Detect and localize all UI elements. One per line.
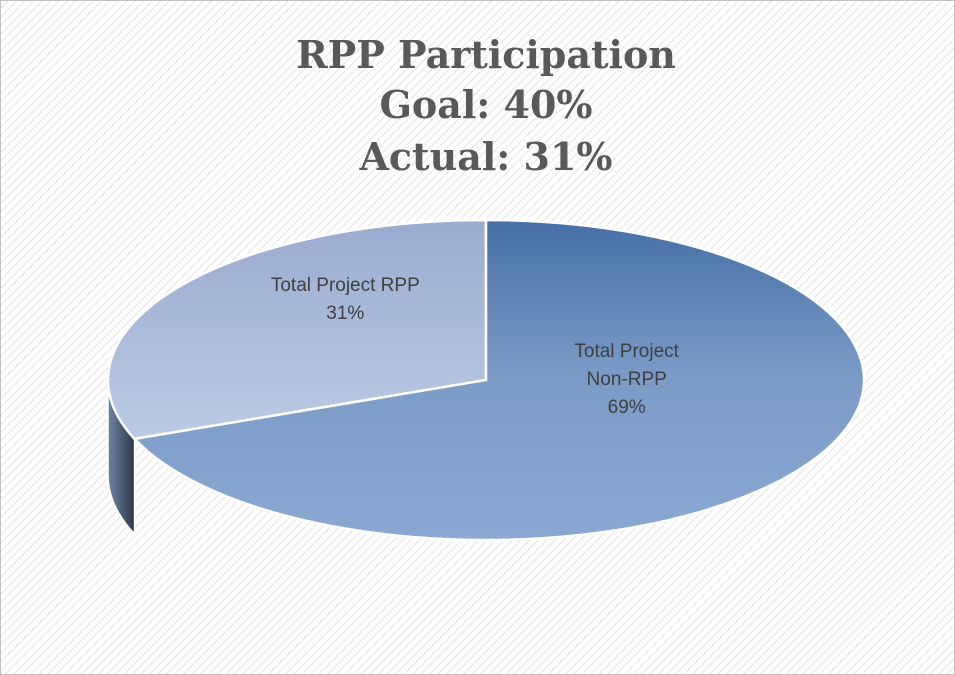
slice: [106, 218, 488, 441]
data-label: Total Project RPP 31%: [255, 272, 435, 328]
value-label: 31%: [326, 302, 365, 324]
category-label: Total Project RPP: [270, 274, 420, 296]
data-label: Total Project Non-RPP 69%: [562, 338, 692, 422]
value-label: 69%: [607, 397, 646, 419]
chart-title: Actual: 31%: [358, 134, 612, 179]
chart-title: RPP Participation: [296, 32, 676, 77]
slice: [132, 218, 866, 542]
chart-title: Goal: 40%: [379, 82, 592, 127]
category-label: Total Project Non-RPP: [574, 341, 679, 391]
